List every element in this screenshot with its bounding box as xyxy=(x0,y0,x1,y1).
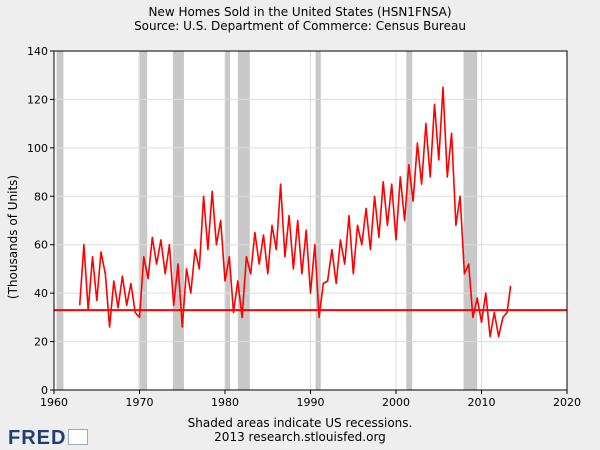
recession-band-5 xyxy=(237,51,250,390)
x-axis: 1960 1970 1980 1990 2000 2010 2020 xyxy=(40,390,581,409)
y-tick-label-60: 60 xyxy=(34,239,48,252)
y-tick-label-140: 140 xyxy=(27,45,48,58)
chart-subtitle: Source: U.S. Department of Commerce: Cen… xyxy=(134,19,466,33)
y-tick-label-0: 0 xyxy=(41,384,48,397)
recession-band-6 xyxy=(315,51,321,390)
x-tick-label-1980: 1980 xyxy=(211,396,239,409)
y-tick-label-40: 40 xyxy=(34,287,48,300)
fred-logo: FRED xyxy=(8,427,89,450)
chart-title: New Homes Sold in the United States (HSN… xyxy=(148,5,451,19)
x-tick-label-2000: 2000 xyxy=(382,396,410,409)
x-tick-label-1960: 1960 xyxy=(40,396,68,409)
recession-band-8 xyxy=(463,51,478,390)
recession-band-1 xyxy=(56,51,64,390)
x-tick-label-2020: 2020 xyxy=(553,396,581,409)
x-tick-label-2010: 2010 xyxy=(468,396,496,409)
fred-logo-text: FRED xyxy=(8,427,67,449)
y-tick-label-120: 120 xyxy=(27,93,48,106)
recession-band-7 xyxy=(406,51,413,390)
recession-band-2 xyxy=(138,51,148,390)
y-tick-label-100: 100 xyxy=(27,142,48,155)
fred-logo-chart-icon xyxy=(68,429,89,445)
y-tick-label-80: 80 xyxy=(34,190,48,203)
y-axis: 0 20 40 60 80 100 120 140 xyxy=(27,45,54,397)
footnote-source: 2013 research.stlouisfed.org xyxy=(214,430,386,444)
series-group xyxy=(78,86,512,338)
gridlines xyxy=(54,51,567,390)
footnote-recessions: Shaded areas indicate US recessions. xyxy=(188,416,413,430)
x-tick-label-1990: 1990 xyxy=(297,396,325,409)
recession-band-4 xyxy=(225,51,231,390)
recession-band-3 xyxy=(172,51,184,390)
y-axis-label: (Thousands of Units) xyxy=(6,175,20,299)
x-tick-label-1970: 1970 xyxy=(126,396,154,409)
series-line-1 xyxy=(78,86,512,338)
y-tick-label-20: 20 xyxy=(34,336,48,349)
recession-bands xyxy=(56,51,478,390)
